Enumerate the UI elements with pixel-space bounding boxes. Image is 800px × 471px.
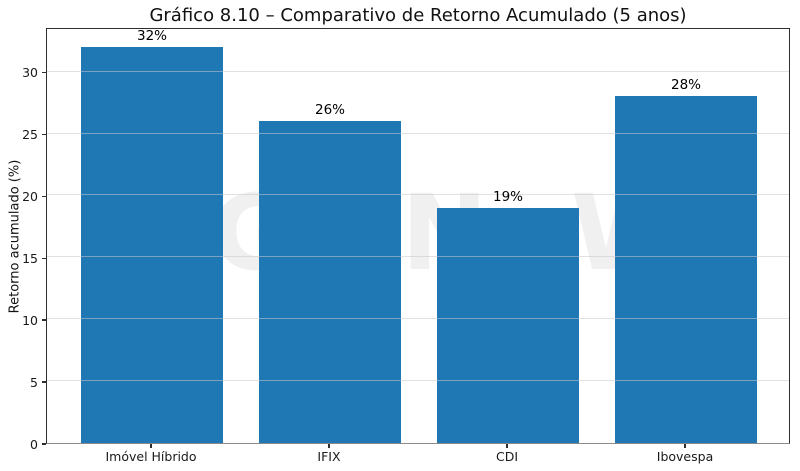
y-tick-label: 15 [22,250,38,266]
x-tick-label: IFIX [317,449,341,464]
y-tick-mark [42,319,46,321]
y-tick-mark [42,443,46,445]
grid-line [47,256,789,258]
y-tick-mark [42,133,46,136]
x-tick-label: CDI [495,449,519,464]
grid-line [47,70,789,72]
x-tick-label: Ibovespa [656,449,714,464]
chart-title: Gráfico 8.10 – Comparativo de Retorno Ac… [149,5,687,26]
x-tick-label: Imóvel Híbrido [105,449,197,464]
x-tick-mark [506,444,508,448]
y-tick-mark [42,71,46,74]
y-tick-mark [42,195,46,198]
grid-line [47,380,789,382]
bar-value-label: 28% [670,77,701,94]
grid-line [47,194,789,196]
y-tick-label: 30 [22,65,38,81]
y-tick-label: 0 [30,436,38,452]
x-tick-mark [150,444,152,448]
y-tick-label: 5 [30,374,38,390]
y-tick-mark [42,257,46,259]
y-tick-label: 25 [22,127,38,142]
y-tick-mark [42,381,46,383]
bar-2 [436,207,580,443]
bar-3 [614,96,758,443]
y-tick-label: 20 [22,188,38,204]
bar-0 [80,46,224,443]
bar-value-label: 32% [136,27,167,44]
grid-line [47,132,789,134]
bar-1 [258,121,402,443]
grid-line [47,318,789,320]
plot-area: GNW32%26%19%28% [46,28,790,444]
x-tick-mark [328,444,330,448]
bar-value-label: 26% [314,102,345,119]
bar-value-label: 19% [492,188,523,205]
y-tick-label: 10 [22,312,38,328]
x-tick-mark [684,444,686,448]
